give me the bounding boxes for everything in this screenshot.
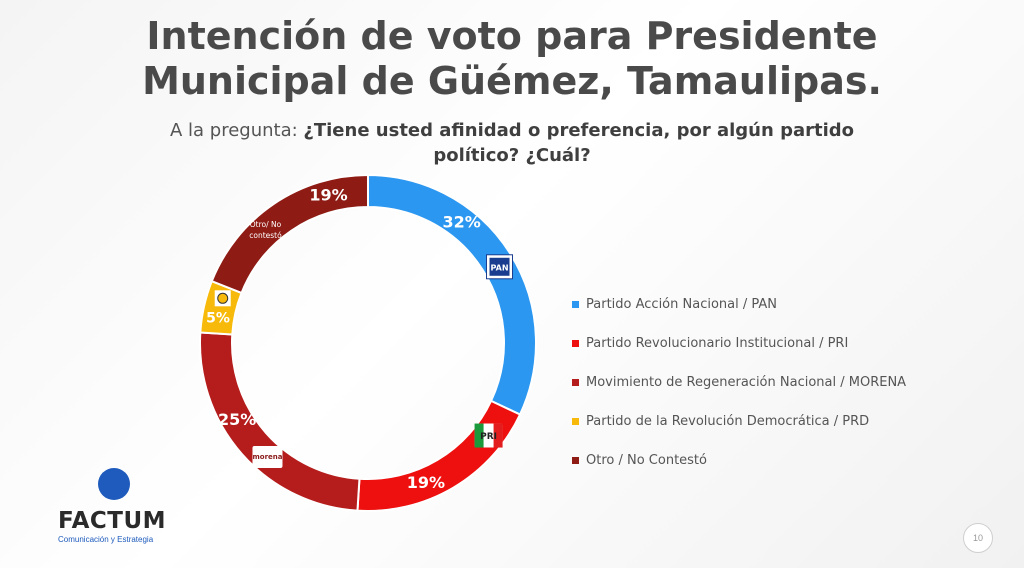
data-label-morena: 25% [218, 410, 256, 429]
legend-item: Otro / No Contestó [572, 441, 906, 480]
subtitle-prefix: A la pregunta: [169, 120, 304, 141]
legend-label: Partido Revolucionario Institucional / P… [586, 336, 849, 351]
legend-swatch [572, 301, 579, 308]
legend-swatch [572, 457, 579, 464]
logo-tagline: Comunicación y Estrategia [58, 535, 154, 544]
title-line-1: Intención de voto para Presidente [146, 14, 878, 58]
legend-label: Otro / No Contestó [586, 453, 707, 468]
legend-swatch [572, 379, 579, 386]
factum-logo-icon [98, 468, 130, 500]
pan-logo-icon: PAN [486, 254, 514, 280]
data-label-prd: 5% [206, 310, 230, 326]
slide-subtitle: A la pregunta: ¿Tiene usted afinidad o p… [150, 118, 874, 168]
slice-pri [356, 399, 522, 512]
subtitle-question: ¿Tiene usted afinidad o preferencia, por… [303, 120, 854, 166]
legend-item: Movimiento de Regeneración Nacional / MO… [572, 363, 906, 402]
data-label-otro: 19% [309, 186, 347, 205]
otro-label-line1: Otro/ No [250, 220, 282, 229]
data-label-pan: 32% [442, 213, 480, 232]
otro-label-line2: contestó [249, 231, 282, 240]
legend-label: Movimiento de Regeneración Nacional / MO… [586, 375, 907, 390]
legend-item: Partido Acción Nacional / PAN [572, 285, 906, 324]
chart-legend: Partido Acción Nacional / PAN Partido Rev… [572, 285, 906, 480]
legend-swatch [572, 340, 579, 347]
svg-text:PAN: PAN [491, 263, 509, 272]
data-label-pri: 19% [407, 473, 445, 492]
svg-text:PRI: PRI [480, 432, 497, 442]
slide-title: Intención de voto para Presidente Munici… [0, 14, 1024, 104]
pri-logo-icon: PRI [474, 423, 503, 448]
legend-label: Partido de la Revolución Democrática / P… [586, 414, 870, 429]
logo-name: FACTUM [58, 508, 167, 534]
svg-text:morena: morena [252, 453, 282, 461]
factum-logo: FACTUM Comunicación y Estrategia [58, 468, 166, 544]
legend-label: Partido Acción Nacional / PAN [586, 297, 778, 312]
donut-chart: 32% PAN 19% PRI 25% morena 5% 19% Otro/ No contes… [199, 173, 537, 512]
prd-logo-icon [214, 290, 231, 307]
legend-item: Partido Revolucionario Institucional / P… [572, 324, 906, 363]
slice-no-contest [210, 173, 369, 295]
page-number: 10 [963, 523, 993, 553]
slice-pan [367, 173, 537, 416]
morena-logo-icon: morena [252, 446, 283, 469]
title-line-2: Municipal de Güémez, Tamaulipas. [142, 59, 882, 103]
legend-swatch [572, 418, 579, 425]
legend-item: Partido de la Revolución Democrática / P… [572, 402, 906, 441]
